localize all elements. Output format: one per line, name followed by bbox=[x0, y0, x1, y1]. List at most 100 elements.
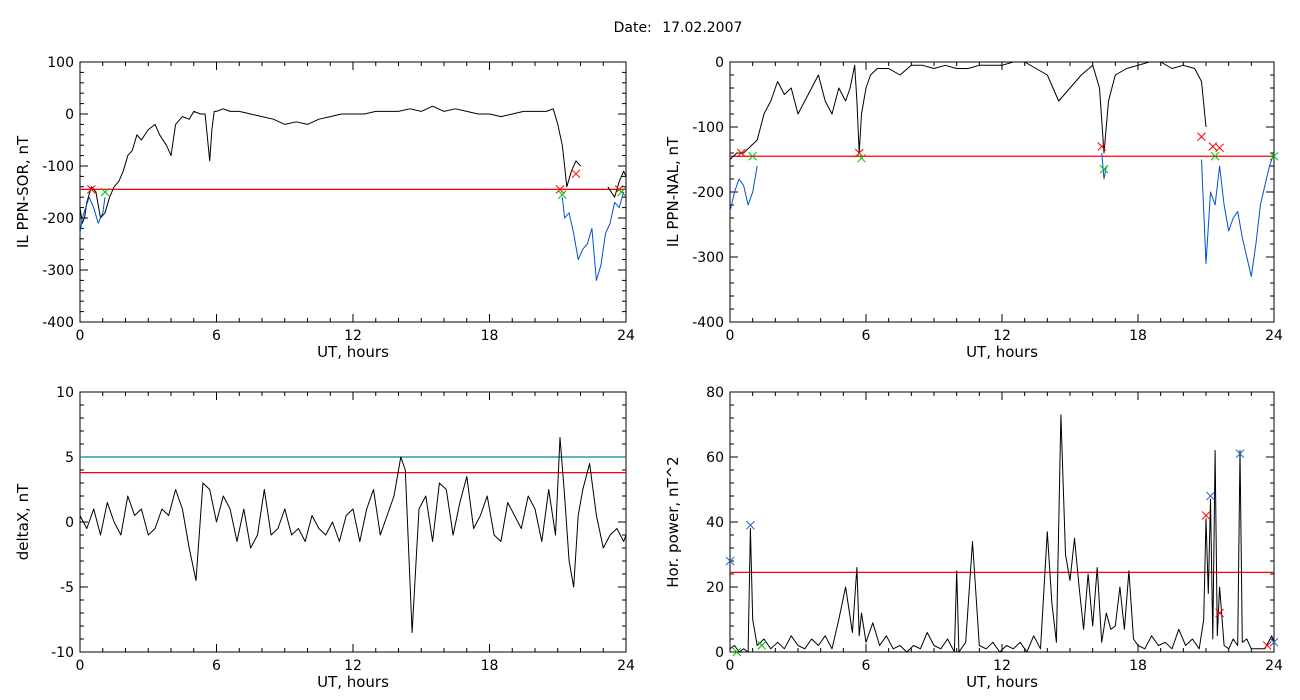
y-axis-label: IL PPN-NAL, nT bbox=[664, 136, 682, 247]
series-line bbox=[729, 61, 1207, 160]
y-tick-label: -10 bbox=[51, 645, 74, 661]
series-line bbox=[79, 105, 581, 224]
marker-stroke bbox=[1262, 641, 1272, 650]
marker-stroke bbox=[857, 153, 866, 163]
x-tick-label: 0 bbox=[726, 658, 735, 674]
y-tick-label: 0 bbox=[715, 55, 724, 71]
x-tick-label: 0 bbox=[76, 658, 85, 674]
date-value: 17.02.2007 bbox=[662, 20, 743, 36]
marker-cross bbox=[746, 520, 755, 530]
series-line bbox=[729, 165, 758, 212]
y-tick-label: 0 bbox=[715, 645, 724, 661]
marker-stroke bbox=[571, 169, 581, 179]
y-tick-label: -300 bbox=[692, 250, 724, 266]
series-line bbox=[729, 414, 1275, 653]
marker-stroke bbox=[736, 148, 746, 158]
x-tick-label: 24 bbox=[1265, 658, 1283, 674]
marker-cross bbox=[1262, 641, 1272, 650]
y-axis-label: Hor. power, nT^2 bbox=[664, 456, 682, 587]
marker-stroke bbox=[1097, 142, 1107, 151]
y-tick-label: -5 bbox=[60, 580, 74, 596]
marker-cross bbox=[1208, 142, 1218, 151]
marker-cross bbox=[1197, 132, 1206, 142]
x-tick-label: 18 bbox=[1129, 658, 1147, 674]
x-tick-label: 12 bbox=[993, 328, 1011, 344]
marker-stroke bbox=[617, 187, 626, 197]
marker-cross bbox=[1097, 142, 1107, 151]
marker-cross bbox=[757, 641, 767, 650]
y-tick-label: 10 bbox=[56, 385, 74, 401]
y-tick-label: -200 bbox=[692, 185, 724, 201]
marker-stroke bbox=[1201, 511, 1211, 520]
plot-frame bbox=[729, 61, 1275, 323]
marker-cross bbox=[857, 153, 866, 163]
x-tick-label: 6 bbox=[862, 658, 871, 674]
marker-stroke bbox=[732, 647, 742, 657]
marker-stroke bbox=[1269, 637, 1279, 647]
x-tick-label: 0 bbox=[76, 328, 85, 344]
x-tick-label: 24 bbox=[617, 658, 635, 674]
x-axis-label: UT, hours bbox=[966, 673, 1038, 691]
x-tick-label: 24 bbox=[1265, 328, 1283, 344]
y-tick-label: 100 bbox=[47, 55, 74, 71]
x-tick-label: 6 bbox=[212, 328, 221, 344]
y-tick-label: -300 bbox=[42, 263, 74, 279]
marker-cross bbox=[1269, 151, 1279, 161]
x-tick-label: 12 bbox=[993, 658, 1011, 674]
marker-stroke bbox=[557, 190, 567, 199]
y-tick-label: 0 bbox=[65, 107, 74, 123]
x-tick-label: 24 bbox=[617, 328, 635, 344]
marker-stroke bbox=[725, 556, 735, 566]
marker-stroke bbox=[1197, 132, 1206, 142]
y-tick-label: -100 bbox=[692, 120, 724, 136]
marker-stroke bbox=[746, 520, 755, 530]
y-tick-label: -400 bbox=[692, 315, 724, 331]
y-tick-label: -100 bbox=[42, 159, 74, 175]
marker-stroke bbox=[1206, 491, 1215, 501]
x-axis-label: UT, hours bbox=[966, 343, 1038, 361]
x-tick-label: 6 bbox=[862, 328, 871, 344]
marker-cross bbox=[100, 187, 110, 197]
marker-cross bbox=[557, 190, 567, 199]
x-tick-label: 18 bbox=[1129, 328, 1147, 344]
marker-stroke bbox=[1269, 151, 1279, 161]
marker-cross bbox=[1235, 449, 1245, 459]
marker-stroke bbox=[748, 151, 758, 161]
marker-stroke bbox=[100, 187, 110, 197]
series-line bbox=[561, 191, 625, 281]
series-line bbox=[607, 170, 627, 198]
y-tick-label: 0 bbox=[65, 515, 74, 531]
x-tick-label: 6 bbox=[212, 658, 221, 674]
marker-cross bbox=[732, 647, 742, 657]
page-title: Date: 17.02.2007 bbox=[0, 20, 1300, 36]
marker-cross bbox=[1269, 637, 1279, 647]
y-axis-label: IL PPN-SOR, nT bbox=[14, 135, 32, 248]
marker-cross bbox=[725, 556, 735, 566]
marker-cross bbox=[1206, 491, 1215, 501]
marker-cross bbox=[1215, 143, 1224, 153]
marker-cross bbox=[617, 187, 626, 197]
y-tick-label: 20 bbox=[706, 580, 724, 596]
marker-stroke bbox=[1208, 142, 1218, 151]
y-tick-label: 60 bbox=[706, 450, 724, 466]
marker-cross bbox=[571, 169, 581, 179]
x-tick-label: 12 bbox=[344, 658, 362, 674]
x-tick-label: 12 bbox=[344, 328, 362, 344]
marker-cross bbox=[1099, 164, 1109, 174]
plot-frame bbox=[729, 391, 1275, 653]
panel-power: 0 6 12 18 24 80 60 40 20 0 UT, hours Hor. power, nT… bbox=[664, 385, 1283, 691]
marker-cross bbox=[1201, 511, 1211, 520]
y-axis-label: deltaX, nT bbox=[14, 483, 32, 560]
plot-frame bbox=[79, 61, 627, 323]
marker-cross bbox=[555, 185, 565, 194]
panel-sor: 0 6 12 18 24 100 0 -100 -200 -300 -400 UT, hours IL … bbox=[14, 55, 635, 361]
marker-cross bbox=[748, 151, 758, 161]
series-line bbox=[1201, 152, 1275, 277]
panel-nal: 0 6 12 18 24 0 -100 -200 -300 -400 UT, hours IL PPN… bbox=[664, 55, 1283, 361]
marker-stroke bbox=[854, 148, 864, 158]
y-tick-label: 40 bbox=[706, 515, 724, 531]
series-line bbox=[1101, 152, 1107, 180]
x-tick-label: 18 bbox=[481, 328, 499, 344]
marker-cross bbox=[1210, 151, 1220, 161]
